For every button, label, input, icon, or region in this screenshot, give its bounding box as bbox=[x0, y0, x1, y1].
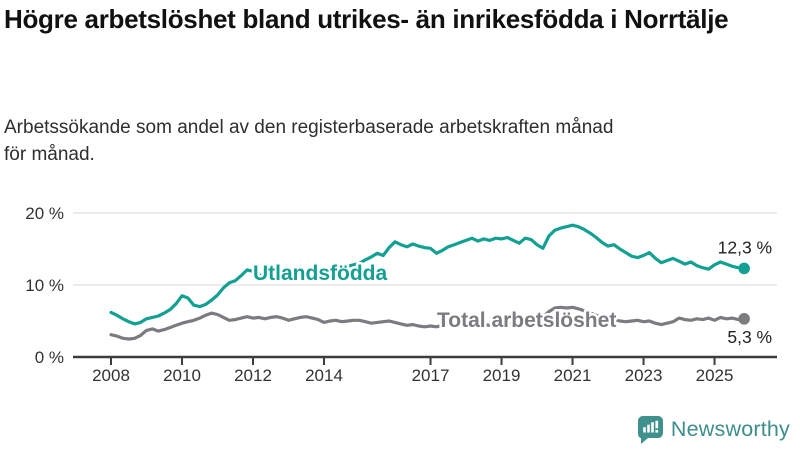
x-axis-tick-label: 2014 bbox=[305, 366, 343, 385]
series-inline-label-total-arbetsloshet: Total arbetslöshet bbox=[437, 309, 616, 332]
chart-subtitle: Arbetssökande som andel av den registerb… bbox=[4, 114, 792, 168]
x-axis-tick-label: 2019 bbox=[483, 366, 521, 385]
labels-group: Utlandsfödda 12,3 % Total arbetslöshet 5,3 … bbox=[251, 237, 773, 347]
series-end-value-total-arbetsloshet: 5,3 % bbox=[727, 327, 772, 347]
series-end-value-utlandsfodda: 12,3 % bbox=[718, 237, 772, 257]
x-axis-tick-label: 2025 bbox=[696, 366, 734, 385]
chart-title: Högre arbetslöshet bland utrikes- än inr… bbox=[4, 4, 729, 34]
chart-subtitle-line2: för månad. bbox=[4, 144, 95, 165]
series-group bbox=[109, 223, 750, 341]
line-chart: 0 % 10 % 20 % 2008 2010 2012 2014 2017 2019 2021 2… bbox=[25, 204, 777, 385]
series-end-dot-utlandsfodda bbox=[738, 262, 750, 275]
newsworthy-brand-text: Newsworthy bbox=[670, 417, 790, 441]
y-axis-tick-label: 10 % bbox=[25, 276, 64, 295]
x-axis-tick-label: 2021 bbox=[554, 366, 592, 385]
x-axis-tick-label: 2010 bbox=[163, 366, 201, 385]
x-axis-tick-label: 2012 bbox=[234, 366, 272, 385]
newsworthy-logo: Newsworthy bbox=[637, 415, 790, 444]
series-inline-label-utlandsfodda: Utlandsfödda bbox=[253, 262, 387, 285]
x-axis-tick-label: 2008 bbox=[92, 366, 130, 385]
series-line-utlandsfodda bbox=[109, 223, 746, 326]
x-axis-tick-label: 2017 bbox=[412, 366, 450, 385]
series-end-dot-total-arbetsloshet bbox=[738, 313, 750, 325]
gridlines-group bbox=[73, 212, 777, 286]
x-axis-tick-label: 2023 bbox=[625, 366, 663, 385]
chart-subtitle-line1: Arbetssökande som andel av den registerb… bbox=[4, 117, 614, 138]
bar-chart-speech-bubble-icon bbox=[637, 416, 663, 444]
axis-group: 0 % 10 % 20 % 2008 2010 2012 2014 2017 2019 2021 2… bbox=[25, 204, 777, 385]
y-axis-tick-label: 0 % bbox=[35, 348, 64, 367]
y-axis-tick-label: 20 % bbox=[25, 204, 64, 223]
series-line-total-arbetsloshet bbox=[109, 305, 746, 341]
